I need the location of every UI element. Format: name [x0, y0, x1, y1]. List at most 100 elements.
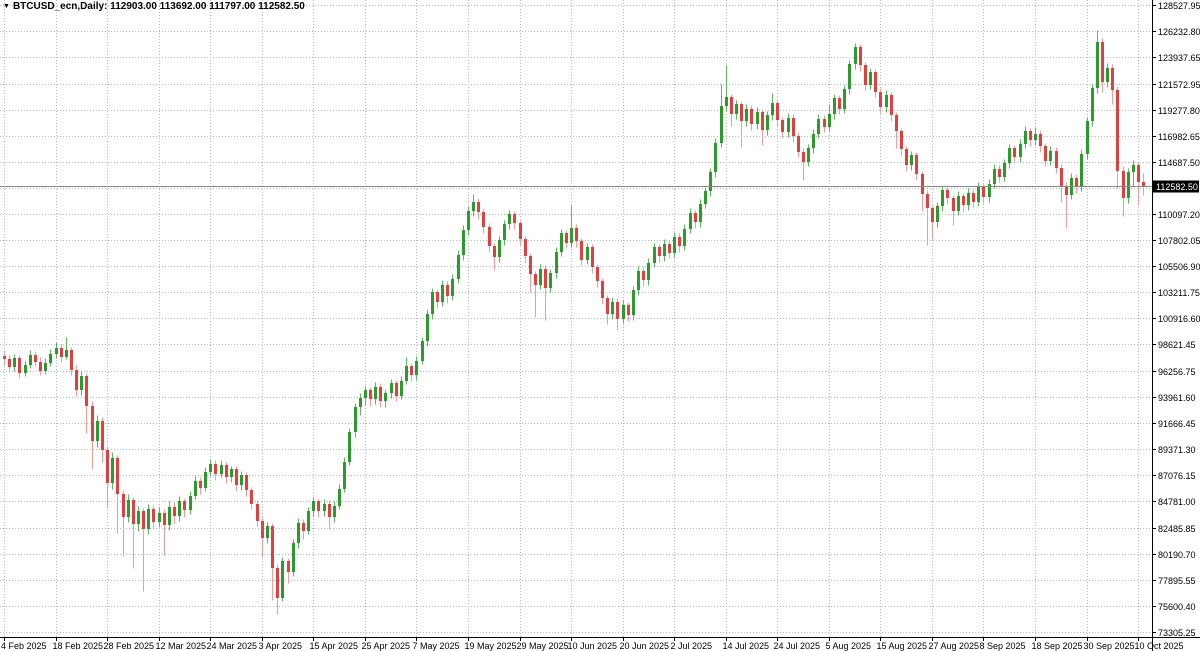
candle-body	[952, 198, 955, 211]
candle-body	[864, 65, 867, 85]
candle-body	[323, 504, 326, 511]
candle-body	[65, 350, 68, 357]
symbol-dropdown-icon[interactable]: ▼	[3, 3, 10, 10]
candle-body	[1091, 88, 1094, 121]
candle-body	[627, 305, 630, 315]
date-axis-label: 29 May 2025	[517, 641, 569, 651]
candle-body	[467, 211, 470, 230]
candle-body	[225, 465, 228, 477]
candle-body	[261, 521, 264, 538]
candle-body	[1060, 168, 1063, 186]
price-axis-label: 116982.65	[1158, 132, 1200, 142]
candle-body	[508, 214, 511, 224]
candle-body	[354, 407, 357, 432]
candle-body	[85, 376, 88, 406]
candle-body	[555, 252, 558, 273]
candle-body	[591, 247, 594, 267]
horizontal-grid-layer	[0, 5, 1152, 633]
candle-body	[1008, 148, 1011, 163]
candle-body	[1029, 131, 1032, 140]
candle-body	[843, 89, 846, 109]
date-axis-label: 8 Sep 2025	[980, 641, 1026, 651]
chart-title-ohlc: BTCUSD_ecn,Daily: 112903.00 113692.00 11…	[12, 1, 305, 12]
candle-body	[926, 194, 929, 208]
date-axis-label: 24 Jul 2025	[774, 641, 821, 651]
time-scale[interactable]: 4 Feb 2025 18 Feb 2025 28 Feb 2025 12 Mar 2…	[0, 637, 1200, 651]
candle-body	[596, 267, 599, 281]
candle-body	[915, 155, 918, 174]
candle-body	[152, 509, 155, 522]
price-axis-label: 98621.45	[1158, 340, 1196, 350]
candles-layer	[3, 30, 1145, 615]
candle-body	[910, 155, 913, 165]
candle-body	[256, 504, 259, 521]
candle-body	[792, 118, 795, 136]
candle-body	[828, 114, 831, 127]
candle-body	[812, 134, 815, 148]
price-axis-label: 126232.80	[1158, 27, 1200, 37]
chart-plot-area[interactable]	[0, 0, 1152, 637]
candle-body	[55, 348, 58, 354]
candle-body	[1065, 186, 1068, 195]
candle-body	[586, 247, 589, 260]
candle-body	[142, 511, 145, 529]
candle-body	[957, 196, 960, 211]
candle-body	[122, 494, 125, 517]
candle-body	[962, 196, 965, 205]
candle-body	[766, 115, 769, 130]
candle-body	[797, 136, 800, 152]
candle-body	[941, 190, 944, 206]
price-axis-label: 123937.65	[1158, 53, 1200, 63]
price-axis-label: 110097.20	[1158, 210, 1200, 220]
candle-body	[683, 229, 686, 246]
candle-body	[988, 184, 991, 197]
candle-body	[611, 302, 614, 314]
candle-body	[230, 469, 233, 477]
date-axis-label: 4 Feb 2025	[1, 641, 47, 651]
candle-body	[575, 228, 578, 241]
date-axis-label: 15 Aug 2025	[877, 641, 928, 651]
candle-body	[1019, 144, 1022, 157]
candle-body	[823, 119, 826, 127]
candle-body	[101, 421, 104, 450]
candle-body	[519, 223, 522, 239]
candle-body	[3, 356, 6, 359]
candle-body	[34, 355, 37, 362]
price-scale[interactable]: 128527.95 126232.80 123937.65 121572.95 1192…	[1152, 0, 1200, 651]
candle-body	[1142, 182, 1145, 186]
candle-body	[673, 237, 676, 253]
candle-body	[885, 95, 888, 107]
candle-body	[1086, 121, 1089, 154]
candle-body	[1101, 42, 1104, 82]
candle-body	[75, 370, 78, 390]
candle-body	[544, 269, 547, 288]
candle-body	[364, 390, 367, 398]
candle-body	[194, 481, 197, 496]
candle-body	[13, 358, 16, 367]
date-axis-label: 18 Feb 2025	[53, 641, 104, 651]
candle-body	[369, 390, 372, 399]
candle-body	[384, 393, 387, 401]
vertical-grid-layer	[4, 0, 1139, 637]
candle-body	[168, 507, 171, 525]
price-axis-label: 128527.95	[1158, 1, 1200, 11]
candle-body	[173, 507, 176, 516]
candle-body	[250, 490, 253, 504]
price-axis-label: 103211.75	[1158, 288, 1200, 298]
candle-body	[405, 366, 408, 381]
current-price-tag-label: 112582.50	[1156, 182, 1198, 192]
candle-body	[869, 72, 872, 85]
candle-body	[1137, 165, 1140, 182]
price-axis-label: 93961.60	[1158, 393, 1196, 403]
candle-body	[756, 112, 759, 124]
candle-body	[18, 358, 21, 373]
candle-body	[472, 202, 475, 211]
candle-body	[745, 109, 748, 121]
candle-body	[838, 98, 841, 109]
candle-body	[539, 269, 542, 285]
candle-body	[699, 204, 702, 222]
candle-body	[771, 103, 774, 115]
candle-body	[302, 523, 305, 531]
